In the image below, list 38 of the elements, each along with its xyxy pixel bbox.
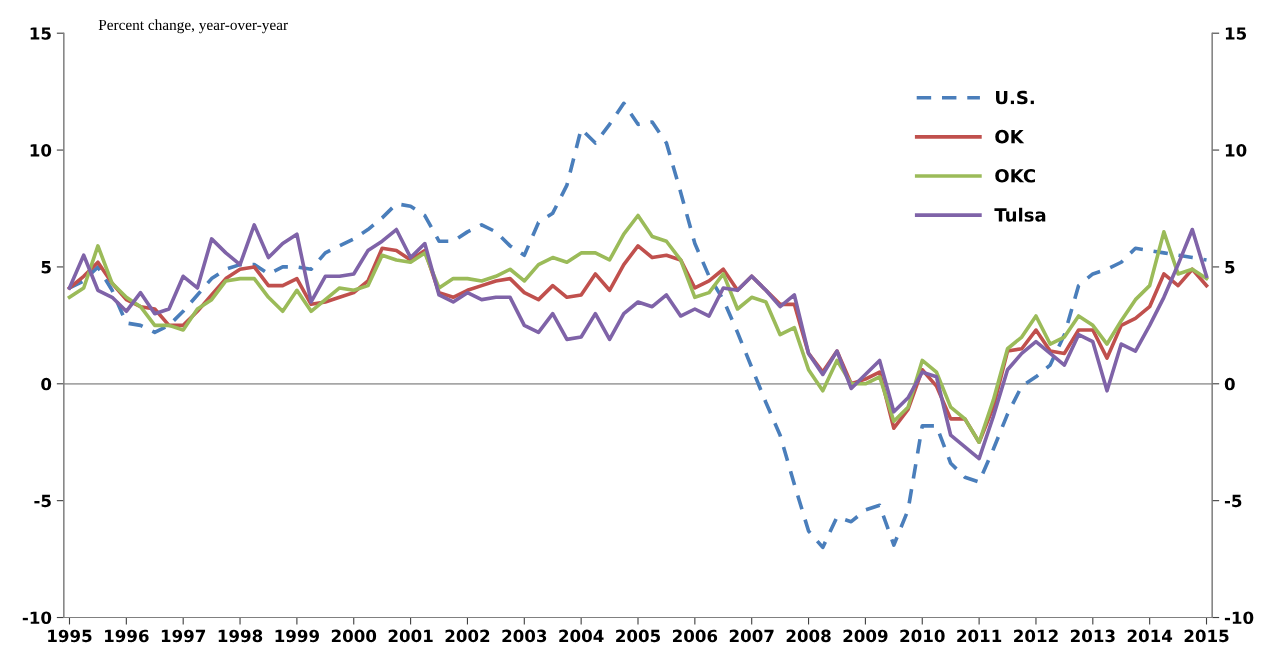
x-tick-label: 2014 bbox=[1127, 629, 1173, 643]
y2-tick-label: -10 bbox=[1224, 611, 1254, 625]
x-tick-label: 2010 bbox=[900, 629, 945, 643]
y-axis-title: Percent change, year-over-year bbox=[98, 19, 288, 34]
x-tick-label: 2005 bbox=[616, 629, 661, 643]
x-tick-label: 1999 bbox=[275, 629, 320, 643]
y-tick-label: 10 bbox=[30, 144, 52, 157]
legend-label: OKC bbox=[995, 168, 1035, 183]
x-tick-label: 2002 bbox=[445, 629, 490, 643]
y-tick-label: 0 bbox=[41, 377, 52, 391]
x-tick-label: 1997 bbox=[161, 629, 206, 643]
y-tick-label: -10 bbox=[22, 611, 52, 625]
x-tick-label: 2008 bbox=[786, 629, 831, 643]
x-tick-label: 2012 bbox=[1014, 629, 1058, 643]
legend-label: U.S. bbox=[996, 90, 1034, 105]
y2-tick-label: 0 bbox=[1224, 377, 1235, 391]
y-tick-label: 5 bbox=[41, 261, 51, 274]
y-tick-label: -5 bbox=[34, 494, 51, 508]
x-tick-label: 2003 bbox=[502, 629, 547, 643]
legend-label: OK bbox=[995, 129, 1025, 144]
y2-tick-label: 5 bbox=[1225, 261, 1235, 274]
y2-tick-label: 10 bbox=[1225, 144, 1247, 157]
x-tick-label: 1998 bbox=[218, 629, 263, 643]
x-tick-label: 2007 bbox=[729, 629, 774, 643]
x-tick-label: 1996 bbox=[105, 629, 149, 643]
legend-label: Tulsa bbox=[994, 207, 1046, 222]
x-tick-label: 2004 bbox=[559, 629, 604, 643]
x-tick-label: 2013 bbox=[1070, 629, 1115, 643]
y2-tick-label: 15 bbox=[1225, 27, 1247, 40]
y-tick-label: 15 bbox=[30, 27, 51, 40]
x-tick-label: 2000 bbox=[331, 629, 377, 643]
x-tick-label: 2006 bbox=[672, 629, 718, 643]
x-tick-label: 2009 bbox=[843, 629, 888, 643]
x-tick-label: 2001 bbox=[388, 629, 433, 643]
y2-tick-label: -5 bbox=[1224, 494, 1242, 508]
x-tick-label: 2015 bbox=[1184, 629, 1229, 643]
x-tick-label: 1995 bbox=[48, 629, 92, 643]
x-tick-label: 2011 bbox=[957, 629, 1002, 643]
